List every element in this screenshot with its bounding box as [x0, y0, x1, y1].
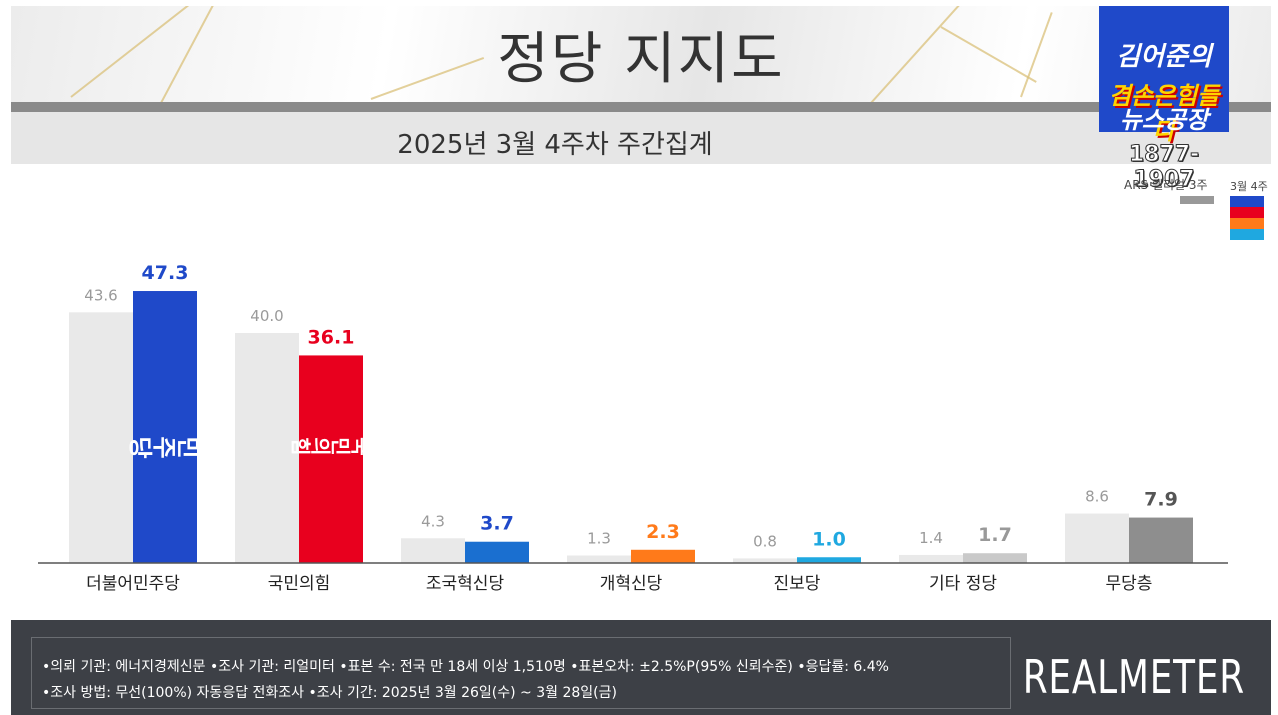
subtitle-band: 2025년 3월 4주차 주간집계: [11, 112, 1271, 164]
bar-prev-4: [567, 555, 631, 563]
bar-curr-7: [1129, 517, 1193, 563]
header-banner: 정당 지지도: [11, 6, 1271, 102]
bar-curr-2: [299, 355, 363, 563]
data-label-curr-1: 47.3: [142, 262, 189, 284]
header-divider: [11, 102, 1271, 112]
chart-subtitle: 2025년 3월 4주차 주간집계: [397, 130, 713, 160]
footer: •의뢰 기관: 에너지경제신문 •조사 기관: 리얼미터 •표본 수: 전국 만…: [11, 620, 1271, 715]
survey-info-line-1: •의뢰 기관: 에너지경제신문 •조사 기관: 리얼미터 •표본 수: 전국 만…: [42, 659, 889, 675]
bar-chart: 43.6 47.3 더불어민주당 40.0 36.1 국민의힘 4.3 3.7 조국혁신당 1.3…: [38, 262, 1228, 594]
x-tick-label-3: 조국혁신당: [426, 574, 505, 594]
x-tick-label-1: 더불어민주당: [86, 574, 180, 594]
data-label-prev-7: 8.6: [1085, 488, 1109, 506]
page-title: 정당 지지도: [497, 27, 785, 92]
legend-curr-swatch-orange: [1230, 218, 1264, 229]
data-label-curr-5: 1.0: [812, 528, 846, 550]
survey-info-line-2: •조사 방법: 무선(100%) 자동응답 전화조사 •조사 기간: 2025년…: [42, 685, 617, 701]
data-label-curr-6: 1.7: [978, 524, 1012, 546]
survey-info-box: •의뢰 기관: 에너지경제신문 •조사 기관: 리얼미터 •표본 수: 전국 만…: [31, 637, 1011, 709]
bar-prev-1: [69, 312, 133, 563]
bar-prev-6: [899, 554, 963, 563]
phone-number: 1877-1907: [1128, 142, 1200, 193]
data-label-curr-3: 3.7: [480, 513, 514, 535]
news-factory-logo: 김어준의 겸손은힘들다 뉴스공장: [1099, 6, 1229, 145]
x-tick-label-4: 개혁신당: [600, 574, 663, 594]
data-label-prev-5: 0.8: [753, 532, 777, 550]
bar-curr-1: [133, 291, 197, 563]
bar-curr-3: [465, 541, 529, 563]
legend-prev-swatch: [1180, 196, 1214, 204]
realmeter-brand: REALMETER: [1022, 650, 1245, 704]
data-label-prev-1: 43.6: [84, 286, 117, 304]
bar-prev-5: [733, 558, 797, 563]
legend-curr-label: 3월 4주: [1230, 180, 1268, 193]
data-label-curr-2: 36.1: [308, 326, 355, 348]
data-label-prev-2: 40.0: [250, 307, 283, 325]
data-label-curr-7: 7.9: [1144, 489, 1178, 511]
x-tick-label-5: 진보당: [774, 574, 821, 594]
bar-prev-2: [235, 333, 299, 563]
bar-prev-7: [1065, 513, 1129, 563]
bar-prev-3: [401, 538, 465, 563]
legend-prev-label: ARS 렐리얼 3주: [1124, 178, 1208, 192]
data-label-prev-6: 1.4: [919, 529, 943, 547]
data-label-curr-4: 2.3: [646, 521, 680, 543]
legend-curr-swatch-blue: [1230, 196, 1264, 207]
logo-line-1: 김어준의: [1116, 42, 1212, 72]
bar-curr-5: [797, 557, 861, 563]
legend-curr-swatch-cyan: [1230, 229, 1264, 240]
legend-curr-swatch-red: [1230, 207, 1264, 218]
bar-curr-4: [631, 549, 695, 563]
data-label-prev-3: 4.3: [421, 512, 445, 530]
bar-party-mark-1: 민주당: [128, 431, 201, 459]
logo-line-3: 뉴스공장: [1119, 106, 1209, 134]
bar-party-mark-2: 국민의힘: [291, 433, 371, 457]
x-tick-label-2: 국민의힘: [268, 574, 331, 594]
data-label-prev-4: 1.3: [587, 530, 611, 548]
logo-line-2: 겸손은힘들다: [1108, 82, 1220, 145]
x-tick-label-6: 기타 정당: [929, 574, 997, 594]
x-tick-label-7: 무당층: [1106, 574, 1153, 594]
bar-curr-6: [963, 553, 1027, 563]
